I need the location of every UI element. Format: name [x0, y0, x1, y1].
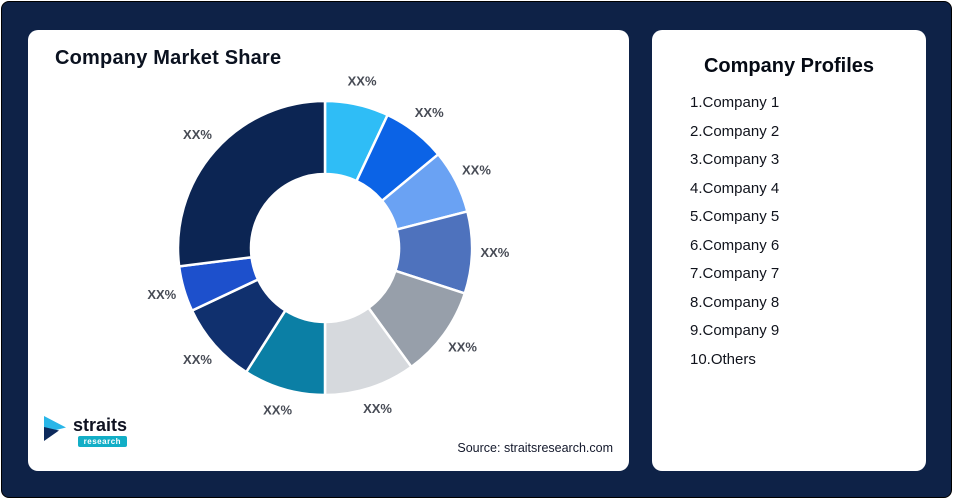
profile-item: 2.Company 2 — [690, 122, 780, 140]
donut-slice-others — [176, 99, 327, 268]
slice-label-company-2: XX% — [415, 105, 444, 120]
slice-label-company-1: XX% — [348, 74, 377, 89]
slice-label-company-6: XX% — [363, 401, 392, 416]
company-profiles-card: Company Profiles 1.Company 1 2.Company 2 3… — [652, 30, 926, 471]
profile-item: 7.Company 7 — [690, 265, 780, 282]
profile-item: 4.Company 4 — [690, 179, 780, 197]
logo-text: straits research — [73, 415, 128, 447]
profile-item: 6.Company 6 — [690, 236, 780, 254]
chart-title: Company Market Share — [55, 47, 282, 69]
slice-label-company-3: XX% — [462, 162, 491, 177]
logo-icon — [44, 414, 68, 449]
logo-subname: research — [77, 436, 128, 447]
slice-label-company-7: XX% — [263, 403, 292, 418]
profiles-title: Company Profiles — [703, 55, 875, 77]
source-note: Source: straitsresearch.com — [457, 441, 613, 455]
slice-label-company-8: XX% — [183, 352, 212, 367]
donut-chart: XX% XX% XX% XX% XX% XX% XX% XX% XX% XX% — [147, 74, 510, 418]
slice-label-company-4: XX% — [480, 245, 509, 260]
market-share-card: Company Market Share XX% XX% XX% XX% XX% XX% X… — [28, 30, 629, 471]
profile-item: 1.Company 1 — [690, 94, 780, 111]
straits-research-logo: straits research — [44, 414, 128, 449]
slice-label-company-5: XX% — [448, 339, 477, 354]
slice-label-others: XX% — [183, 127, 212, 142]
company-profiles-list: 1.Company 1 2.Company 2 3.Company 3 4.Compa… — [652, 94, 926, 368]
logo-name: straits — [73, 415, 128, 435]
profile-item: 9.Company 9 — [690, 322, 780, 339]
profile-item: 8.Company 8 — [690, 293, 780, 311]
profile-item: 3.Company 3 — [690, 151, 780, 168]
profile-item: 10.Others — [690, 350, 756, 368]
profile-item: 5.Company 5 — [690, 208, 780, 225]
slice-label-company-9: XX% — [147, 287, 176, 302]
